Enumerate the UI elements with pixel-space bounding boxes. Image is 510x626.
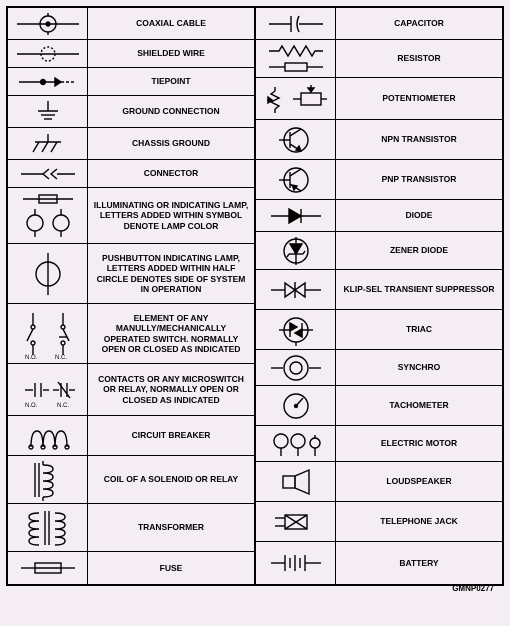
right-column: CAPACITOR RESISTOR POTENTIOMETER NPN TRA… [254, 8, 502, 584]
label: TELEPHONE JACK [336, 502, 502, 541]
table-row: FUSE [8, 552, 254, 584]
table-row: TRIAC [256, 310, 502, 350]
table-row: BATTERY [256, 542, 502, 584]
table-row: ELECTRIC MOTOR [256, 426, 502, 462]
label: PNP TRANSISTOR [336, 160, 502, 199]
shielded-wire-icon [8, 40, 88, 67]
label: TRIAC [336, 310, 502, 349]
connector-icon [8, 160, 88, 187]
pushbutton-lamp-icon [8, 244, 88, 303]
table-row: CIRCUIT BREAKER [8, 416, 254, 456]
coil-icon [8, 456, 88, 503]
table-row: TACHOMETER [256, 386, 502, 426]
table-row: GROUND CONNECTION [8, 96, 254, 128]
table-row: SHIELDED WIRE [8, 40, 254, 68]
loudspeaker-icon [256, 462, 336, 501]
symbol-legend: COAXIAL CABLE SHIELDED WIRE TIEPOINT GRO… [6, 6, 504, 586]
table-row: DIODE [256, 200, 502, 232]
table-row: COIL OF A SOLENOID OR RELAY [8, 456, 254, 504]
table-row: CHASSIS GROUND [8, 128, 254, 160]
fuse-icon [8, 552, 88, 584]
ground-icon [8, 96, 88, 127]
table-row: N.O. N.C. ELEMENT OF ANY MANULLY/MECHANI… [8, 304, 254, 364]
table-row: TIEPOINT [8, 68, 254, 96]
table-row: CAPACITOR [256, 8, 502, 40]
table-row: ILLUMINATING OR INDICATING LAMP, LETTERS… [8, 188, 254, 244]
label: COIL OF A SOLENOID OR RELAY [88, 456, 254, 503]
table-row: LOUDSPEAKER [256, 462, 502, 502]
label: ELEMENT OF ANY MANULLY/MECHANICALLY OPER… [88, 304, 254, 363]
coaxial-cable-icon [8, 8, 88, 39]
label: FUSE [88, 552, 254, 584]
label: CHASSIS GROUND [88, 128, 254, 159]
label: KLIP-SEL TRANSIENT SUPPRESSOR [336, 270, 502, 309]
potentiometer-icon [256, 78, 336, 119]
label: TIEPOINT [88, 68, 254, 95]
label: CONTACTS OR ANY MICROSWITCH OR RELAY, NO… [88, 364, 254, 415]
label: PUSHBUTTON INDICATING LAMP, LETTERS ADDE… [88, 244, 254, 303]
label: TRANSFORMER [88, 504, 254, 551]
table-row: PNP TRANSISTOR [256, 160, 502, 200]
table-row: COAXIAL CABLE [8, 8, 254, 40]
table-row: NPN TRANSISTOR [256, 120, 502, 160]
label: NPN TRANSISTOR [336, 120, 502, 159]
svg-text:N.O.: N.O. [25, 355, 38, 361]
relay-contacts-icon: N.O. N.C. [8, 364, 88, 415]
label: ELECTRIC MOTOR [336, 426, 502, 461]
synchro-icon [256, 350, 336, 385]
label: ILLUMINATING OR INDICATING LAMP, LETTERS… [88, 188, 254, 243]
left-column: COAXIAL CABLE SHIELDED WIRE TIEPOINT GRO… [8, 8, 254, 584]
battery-icon [256, 542, 336, 584]
klip-sel-icon [256, 270, 336, 309]
label: DIODE [336, 200, 502, 231]
label: LOUDSPEAKER [336, 462, 502, 501]
transformer-icon [8, 504, 88, 551]
diode-icon [256, 200, 336, 231]
table-row: POTENTIOMETER [256, 78, 502, 120]
telephone-jack-icon [256, 502, 336, 541]
table-row: SYNCHRO [256, 350, 502, 386]
label: BATTERY [336, 542, 502, 584]
label: TACHOMETER [336, 386, 502, 425]
label: SYNCHRO [336, 350, 502, 385]
label: COAXIAL CABLE [88, 8, 254, 39]
circuit-breaker-icon [8, 416, 88, 455]
tiepoint-icon [8, 68, 88, 95]
electric-motor-icon [256, 426, 336, 461]
table-row: PUSHBUTTON INDICATING LAMP, LETTERS ADDE… [8, 244, 254, 304]
label: CAPACITOR [336, 8, 502, 39]
triac-icon [256, 310, 336, 349]
table-row: TELEPHONE JACK [256, 502, 502, 542]
indicating-lamp-icon [8, 188, 88, 243]
label: RESISTOR [336, 40, 502, 77]
table-row: KLIP-SEL TRANSIENT SUPPRESSOR [256, 270, 502, 310]
label: CONNECTOR [88, 160, 254, 187]
resistor-icon [256, 40, 336, 77]
svg-text:N.O.: N.O. [25, 403, 38, 409]
label: ZENER DIODE [336, 232, 502, 269]
label: POTENTIOMETER [336, 78, 502, 119]
label: CIRCUIT BREAKER [88, 416, 254, 455]
table-row: RESISTOR [256, 40, 502, 78]
table-row: ZENER DIODE [256, 232, 502, 270]
chassis-ground-icon [8, 128, 88, 159]
capacitor-icon [256, 8, 336, 39]
tachometer-icon [256, 386, 336, 425]
label: SHIELDED WIRE [88, 40, 254, 67]
table-row: TRANSFORMER [8, 504, 254, 552]
npn-transistor-icon [256, 120, 336, 159]
table-row: CONNECTOR [8, 160, 254, 188]
svg-text:N.C.: N.C. [57, 403, 69, 409]
table-row: N.O. N.C. CONTACTS OR ANY MICROSWITCH OR… [8, 364, 254, 416]
zener-diode-icon [256, 232, 336, 269]
switch-element-icon: N.O. N.C. [8, 304, 88, 363]
reference-code: GMNP0277 [6, 584, 504, 593]
label: GROUND CONNECTION [88, 96, 254, 127]
svg-text:N.C.: N.C. [55, 355, 67, 361]
pnp-transistor-icon [256, 160, 336, 199]
